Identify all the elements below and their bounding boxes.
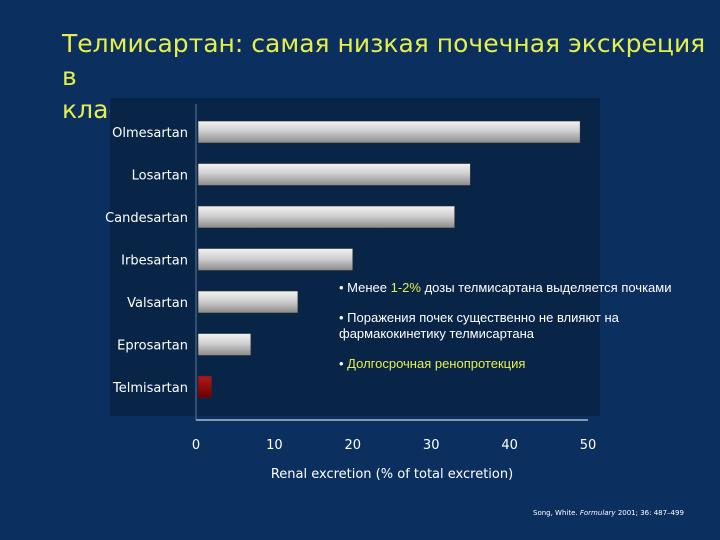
bars-group (197, 120, 581, 399)
category-label-losartan: Losartan (132, 169, 188, 184)
category-label-eprosartan: Eprosartan (117, 339, 188, 354)
x-tick-label: 50 (580, 438, 597, 453)
bullet-list: • Менее 1-2% дозы телмисартана выделяетс… (339, 280, 689, 386)
x-tick-label: 30 (423, 438, 440, 453)
bullet-item-1: • Менее 1-2% дозы телмисартана выделяетс… (339, 280, 672, 295)
bar-candesartan (197, 205, 456, 229)
category-label-valsartan: Valsartan (127, 296, 188, 311)
bar-valsartan (197, 290, 299, 314)
bar-olmesartan (197, 120, 581, 144)
slide-title-line-1: Телмисартан: самая низкая почечная экскр… (62, 29, 706, 91)
bullet-item-3: • Долгосрочная ренопротекция (339, 356, 526, 371)
plot-area (110, 98, 600, 416)
bar-losartan (197, 163, 471, 186)
bar-eprosartan (197, 333, 252, 356)
x-tick-label: 0 (192, 438, 200, 453)
x-tick-label: 20 (345, 438, 362, 453)
x-tick-label: 10 (266, 438, 283, 453)
bullet-item-2: • Поражения почек существенно не влияют … (339, 310, 619, 341)
category-labels-group: Olmesartan Losartan Candesartan Irbesartan V… (105, 126, 188, 396)
x-ticks-group: 0 10 20 30 40 50 (192, 438, 596, 453)
bar-irbesartan (197, 248, 354, 271)
bar-telmisartan (197, 375, 212, 399)
category-label-irbesartan: Irbesartan (121, 254, 188, 269)
category-label-olmesartan: Olmesartan (112, 126, 188, 141)
x-axis-title: Renal excretion (% of total excretion) (271, 467, 513, 482)
category-label-telmisartan: Telmisartan (112, 381, 188, 396)
slide-title: Телмисартан: самая низкая почечная экскр… (62, 27, 712, 126)
citation: Song, White. Formulary 2001; 36: 487–499 (533, 509, 684, 517)
x-tick-label: 40 (501, 438, 518, 453)
category-label-candesartan: Candesartan (105, 211, 188, 226)
